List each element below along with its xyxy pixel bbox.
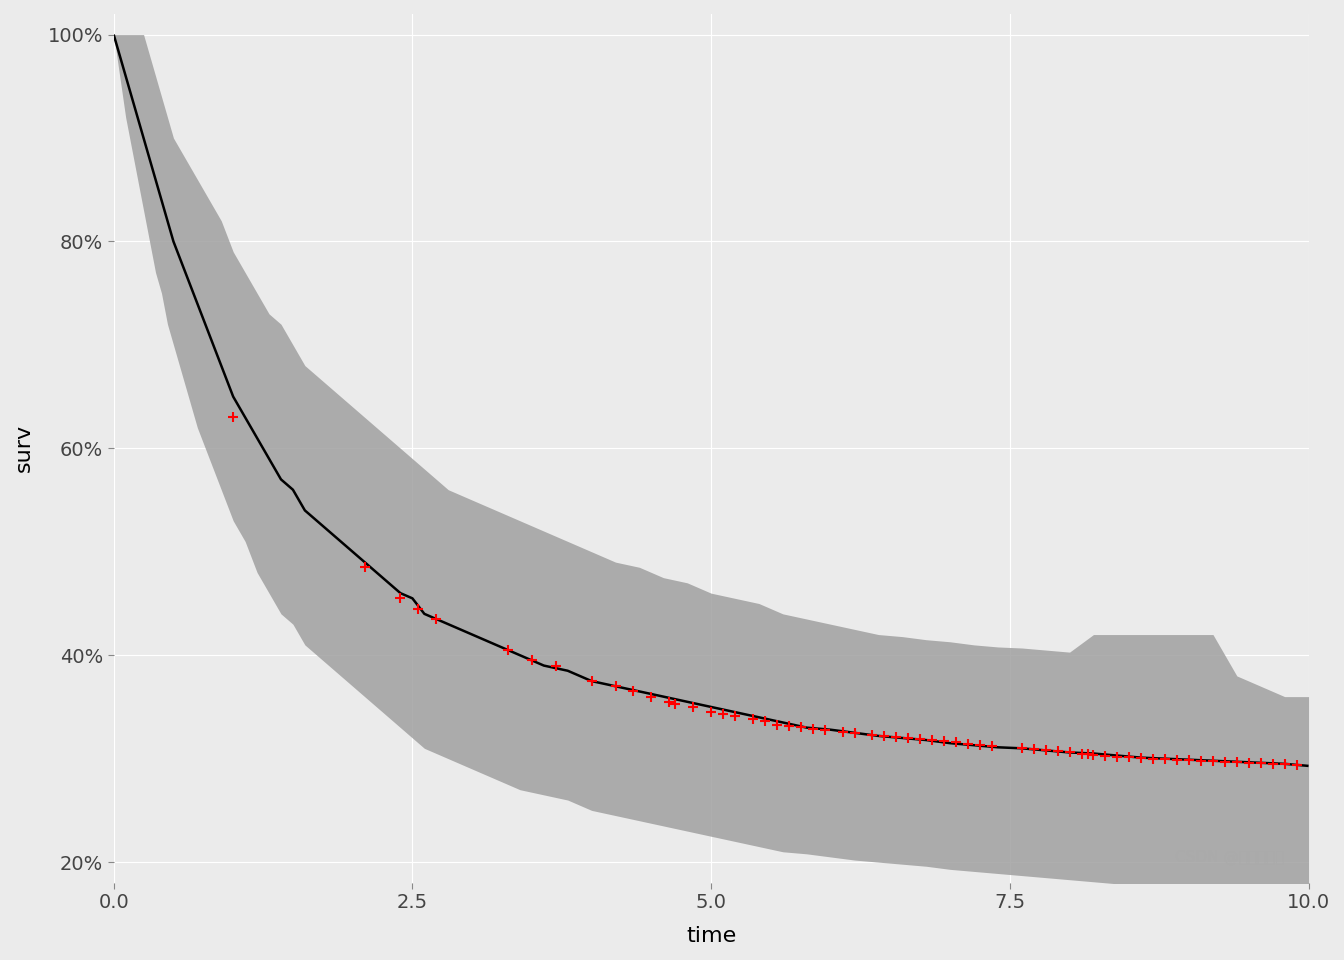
Text: CSDN @拓端研究室: CSDN @拓端研究室 bbox=[1175, 851, 1285, 865]
Y-axis label: surv: surv bbox=[13, 424, 34, 472]
X-axis label: time: time bbox=[685, 926, 737, 947]
